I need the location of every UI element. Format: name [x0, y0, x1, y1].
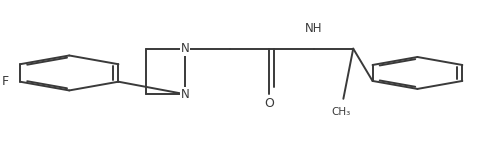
Text: F: F: [2, 75, 9, 88]
Text: N: N: [181, 42, 190, 55]
Text: N: N: [181, 88, 190, 101]
Text: O: O: [264, 97, 274, 110]
Text: CH₃: CH₃: [331, 107, 351, 117]
Text: NH: NH: [305, 22, 323, 35]
